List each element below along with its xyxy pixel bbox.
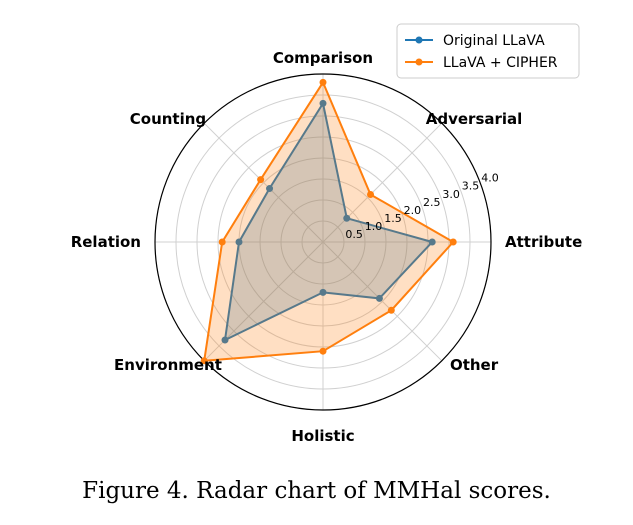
- series-fill: [225, 103, 433, 341]
- data-point: [266, 185, 274, 193]
- grid-spoke: [203, 122, 324, 243]
- figure-caption: Figure 4. Radar chart of MMHal scores.: [82, 478, 551, 504]
- radial-tick-label: 2.0: [404, 204, 422, 217]
- axis-label-relation: Relation: [71, 233, 141, 251]
- grid-spoke: [322, 241, 443, 362]
- legend-label: Original LLaVA: [443, 33, 545, 49]
- outer-frame: [154, 73, 492, 411]
- axis-label-counting: Counting: [130, 110, 206, 128]
- axis-label-attribute: Attribute: [505, 233, 582, 251]
- legend-marker: [415, 36, 423, 44]
- radial-tick-label: 1.0: [365, 220, 383, 233]
- legend-marker: [415, 58, 423, 66]
- data-point: [319, 288, 327, 296]
- data-point: [257, 176, 265, 184]
- radial-tick-label: 1.5: [384, 212, 402, 225]
- radial-tick-label: 3.0: [442, 188, 460, 201]
- data-point: [367, 190, 375, 198]
- data-point: [319, 78, 327, 86]
- data-point: [235, 238, 243, 246]
- axis-label-adversarial: Adversarial: [426, 110, 523, 128]
- data-point: [319, 99, 327, 107]
- data-point: [200, 357, 208, 365]
- radial-tick-label: 2.5: [423, 196, 441, 209]
- series-2: [200, 78, 457, 365]
- axis-label-holistic: Holistic: [291, 427, 354, 445]
- data-point: [221, 336, 229, 344]
- axis-label-other: Other: [450, 356, 499, 374]
- data-point: [319, 347, 327, 355]
- data-point: [218, 238, 226, 246]
- data-point: [449, 238, 457, 246]
- radar-chart: 0.51.01.52.02.53.03.54.0 Attribute Adversa…: [71, 23, 582, 445]
- data-point: [343, 214, 351, 222]
- legend-box: [396, 23, 580, 79]
- legend-label: LLaVA + CIPHER: [443, 55, 558, 71]
- series-1: [221, 99, 436, 344]
- radial-tick-label: 0.5: [345, 228, 363, 241]
- radial-tick-label: 4.0: [481, 172, 499, 185]
- radial-tick-label: 3.5: [462, 180, 480, 193]
- axis-label-environment: Environment: [114, 356, 222, 374]
- data-point: [387, 306, 395, 314]
- data-point: [375, 294, 383, 302]
- series-fill: [204, 82, 454, 361]
- axis-label-comparison: Comparison: [273, 49, 373, 67]
- legend: Original LLaVA LLaVA + CIPHER: [396, 23, 580, 79]
- data-point: [428, 238, 436, 246]
- grid-spoke: [322, 122, 443, 243]
